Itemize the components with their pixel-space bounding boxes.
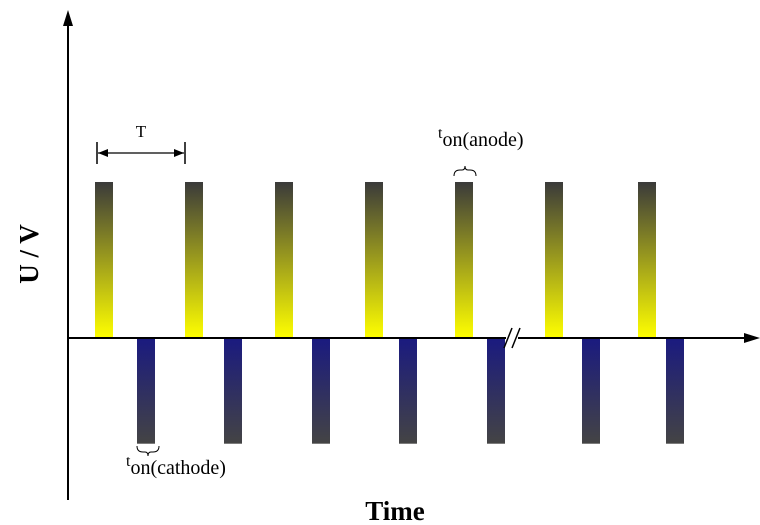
cathode-sub: on [130,457,150,479]
axis-break-mark-2 [511,327,521,349]
anode-pulse-bar [455,182,473,338]
pulse-bars [95,182,684,444]
anode-annotation: ton(anode) [438,125,524,177]
cathode-pulse-bar [137,338,155,444]
period-indicator: T [96,122,186,164]
anode-pulse-bar [638,182,656,338]
x-axis-arrow [744,333,760,343]
svg-text:ton(cathode): ton(cathode) [126,453,226,479]
svg-text:ton(anode): ton(anode) [438,125,524,151]
cathode-brace [136,445,160,457]
anode-rest: (anode) [462,129,523,151]
anode-pulse-bar [275,182,293,338]
cathode-t: t [126,453,131,470]
cathode-pulse-bar [224,338,242,444]
cathode-rest: (cathode) [150,457,226,479]
anode-pulse-bar [365,182,383,338]
anode-pulse-bar [95,182,113,338]
cathode-pulse-bar [312,338,330,444]
x-axis-title: Time [365,496,425,525]
anode-pulse-bar [545,182,563,338]
period-label: T [136,122,147,141]
cathode-pulse-bar [487,338,505,444]
anode-sub: on [442,129,462,151]
axis-break-mark-1 [503,327,513,349]
anode-brace [453,165,477,177]
cathode-pulse-bar [582,338,600,444]
cathode-annotation: ton(cathode) [126,445,226,479]
y-axis-arrow [63,10,73,26]
anode-pulse-bar [185,182,203,338]
cathode-pulse-bar [666,338,684,444]
anode-t: t [438,125,443,142]
cathode-pulse-bar [399,338,417,444]
y-axis-title: U / V [14,224,44,284]
